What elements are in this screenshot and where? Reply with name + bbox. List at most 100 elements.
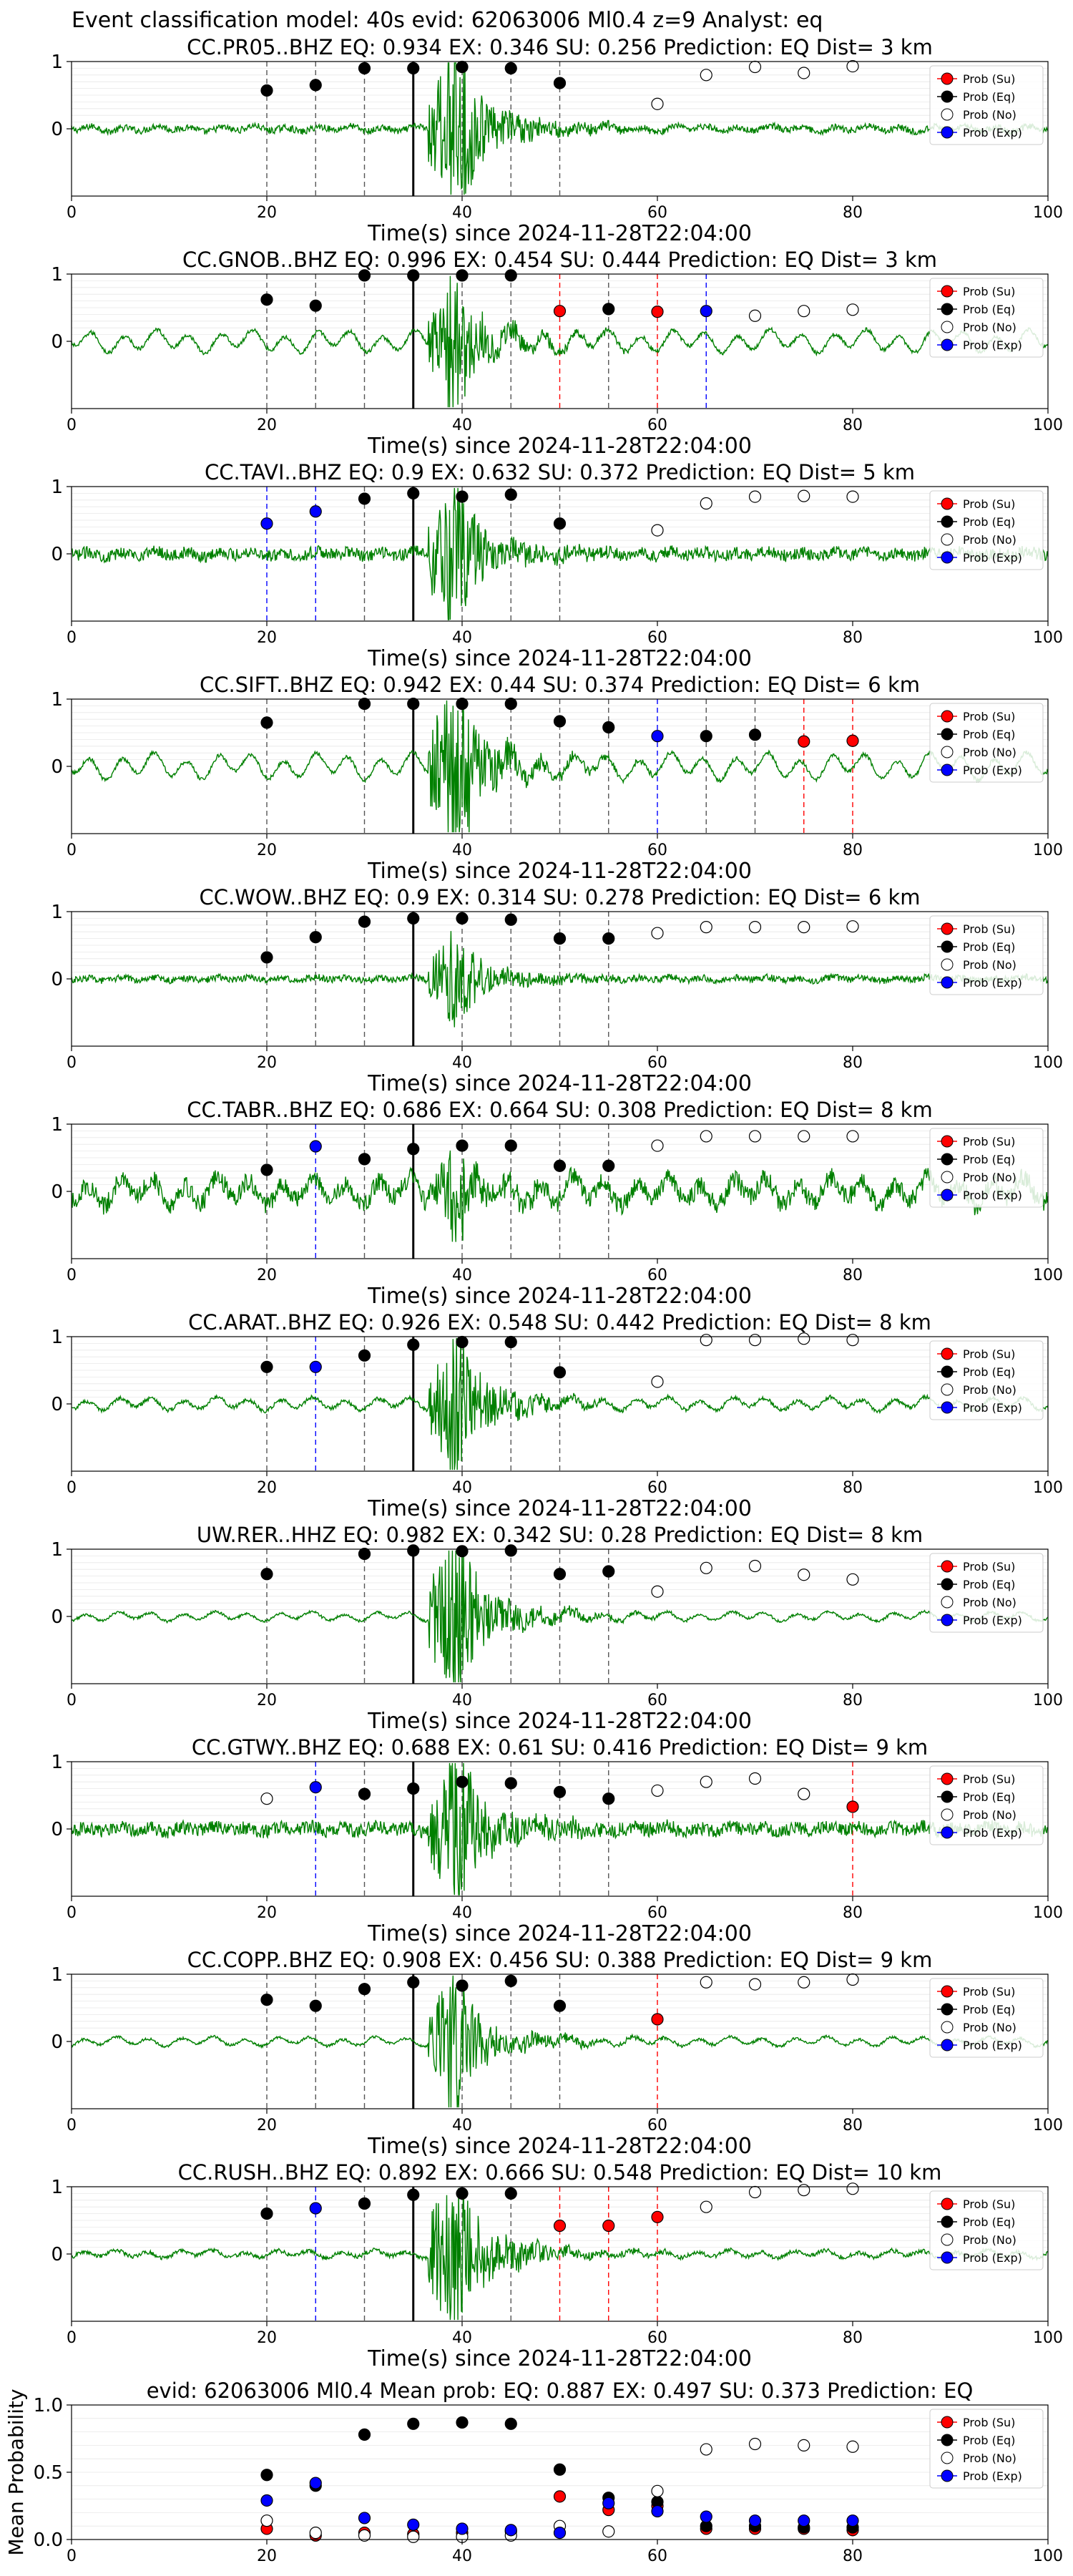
legend-label-su: Prob (Su) xyxy=(963,497,1015,511)
x-tick-label: 40 xyxy=(452,1054,472,1072)
legend-label-su: Prob (Su) xyxy=(963,1135,1015,1148)
legend-marker-eq xyxy=(941,1790,954,1803)
prob-point-no xyxy=(846,1973,859,1986)
station-panel-2: CC.TAVI..BHZ EQ: 0.9 EX: 0.632 SU: 0.372… xyxy=(51,460,1063,671)
x-axis-label: Time(s) since 2024-11-28T22:04:00 xyxy=(367,646,752,671)
x-tick-label: 100 xyxy=(1033,1904,1063,1922)
prob-point-eq xyxy=(504,913,517,926)
y-tick-label: 1 xyxy=(51,52,63,73)
prob-point-eq xyxy=(407,1338,420,1351)
legend-marker-eq xyxy=(941,1365,954,1378)
mean-point-eq xyxy=(407,2417,420,2430)
x-tick-label: 40 xyxy=(452,1479,472,1497)
x-tick-label: 20 xyxy=(257,1479,277,1497)
y-tick-label: 0 xyxy=(51,1181,63,1203)
legend-marker-eq xyxy=(941,303,954,316)
prob-point-no xyxy=(748,1772,762,1785)
panel-title: CC.ARAT..BHZ EQ: 0.926 EX: 0.548 SU: 0.4… xyxy=(188,1310,931,1335)
x-tick-label: 100 xyxy=(1033,1054,1063,1072)
prob-point-no xyxy=(846,59,859,73)
station-panel-0: CC.PR05..BHZ EQ: 0.934 EX: 0.346 SU: 0.2… xyxy=(51,35,1063,246)
waveform-trace xyxy=(72,2187,1049,2321)
prob-point-no xyxy=(651,1139,664,1152)
prob-point-eq xyxy=(260,1568,273,1581)
legend-label-su: Prob (Su) xyxy=(963,2197,1015,2211)
y-tick-label: 0 xyxy=(51,1819,63,1840)
prob-point-no xyxy=(651,1585,664,1598)
prob-point-eq xyxy=(407,1782,420,1795)
x-tick-label: 0 xyxy=(67,2329,77,2347)
y-tick-label: 1 xyxy=(51,264,63,286)
x-tick-label: 60 xyxy=(647,2329,667,2347)
prob-point-eq xyxy=(358,1983,371,1996)
y-tick-label: 1 xyxy=(51,2177,63,2198)
panel-title: CC.WOW..BHZ EQ: 0.9 EX: 0.314 SU: 0.278 … xyxy=(199,885,920,909)
mean-point-exp xyxy=(504,2524,517,2537)
x-tick-label: 60 xyxy=(647,1479,667,1497)
legend-marker-eq xyxy=(941,90,954,103)
legend-marker-exp xyxy=(941,126,954,139)
legend-label-exp: Prob (Exp) xyxy=(963,2251,1022,2265)
prob-point-no xyxy=(798,489,810,502)
legend-label-no: Prob (No) xyxy=(963,1383,1016,1397)
prob-point-no xyxy=(700,1334,712,1347)
waveform-trace xyxy=(71,1762,1049,1896)
prob-point-eq xyxy=(748,728,762,741)
x-tick-label: 40 xyxy=(452,629,472,647)
x-tick-label: 0 xyxy=(67,204,77,222)
prob-point-eq xyxy=(602,1565,615,1578)
prob-point-eq xyxy=(602,303,615,316)
y-tick-label: 0.5 xyxy=(34,2462,63,2484)
x-tick-label: 0 xyxy=(67,2547,77,2565)
prob-point-eq xyxy=(260,1163,273,1176)
prob-point-eq xyxy=(358,62,371,75)
prob-point-eq xyxy=(602,1792,615,1805)
x-axis-label: Time(s) since 2024-11-28T22:04:00 xyxy=(367,859,752,884)
legend-marker-su xyxy=(941,1135,954,1148)
y-tick-label: 1 xyxy=(51,1114,63,1136)
panel-title: CC.RUSH..BHZ EQ: 0.892 EX: 0.666 SU: 0.5… xyxy=(178,2160,942,2185)
legend-label-no: Prob (No) xyxy=(963,2233,1016,2247)
x-tick-label: 0 xyxy=(67,629,77,647)
x-tick-label: 100 xyxy=(1033,204,1063,222)
legend-marker-su xyxy=(941,2197,954,2210)
mean-point-no xyxy=(407,2530,420,2543)
legend-label-no: Prob (No) xyxy=(963,533,1016,547)
x-tick-label: 40 xyxy=(452,416,472,434)
waveform-trace xyxy=(71,1975,1049,2108)
legend-marker-su xyxy=(941,1985,954,1998)
x-tick-label: 80 xyxy=(843,416,863,434)
x-tick-label: 100 xyxy=(1033,2547,1063,2565)
prob-point-no xyxy=(700,1130,712,1143)
legend-label-eq: Prob (Eq) xyxy=(963,1153,1015,1166)
mean-point-no xyxy=(651,2484,664,2497)
prob-point-no xyxy=(798,67,810,79)
mean-point-no xyxy=(798,2439,810,2451)
prob-point-eq xyxy=(456,269,469,282)
legend-marker-no xyxy=(941,2451,954,2464)
prob-point-eq xyxy=(358,915,371,928)
prob-point-no xyxy=(651,97,664,110)
legend-marker-eq xyxy=(941,2215,954,2228)
legend-label-exp: Prob (Exp) xyxy=(963,1614,1022,1627)
mean-point-eq xyxy=(504,2417,517,2430)
legend-marker-eq xyxy=(941,2434,954,2446)
y-tick-label: 0 xyxy=(51,1394,63,1415)
legend-label-eq: Prob (Eq) xyxy=(963,728,1015,741)
legend-marker-no xyxy=(941,108,954,121)
legend-box xyxy=(929,1340,1044,1420)
prob-point-no xyxy=(798,1976,810,1989)
legend-marker-exp xyxy=(941,2251,954,2264)
prob-point-eq xyxy=(309,79,322,92)
waveform-trace xyxy=(71,275,1049,408)
y-tick-label: 1 xyxy=(51,477,63,498)
legend-box xyxy=(929,703,1044,783)
panel-title: CC.SIFT..BHZ EQ: 0.942 EX: 0.44 SU: 0.37… xyxy=(200,673,920,697)
legend-label-no: Prob (No) xyxy=(963,1808,1016,1822)
x-tick-label: 0 xyxy=(67,841,77,859)
legend-label-eq: Prob (Eq) xyxy=(963,1578,1015,1591)
legend-marker-no xyxy=(941,321,954,333)
prob-point-eq xyxy=(553,77,567,89)
legend-label-no: Prob (No) xyxy=(963,1596,1016,1609)
y-tick-label: 1 xyxy=(51,1327,63,1348)
